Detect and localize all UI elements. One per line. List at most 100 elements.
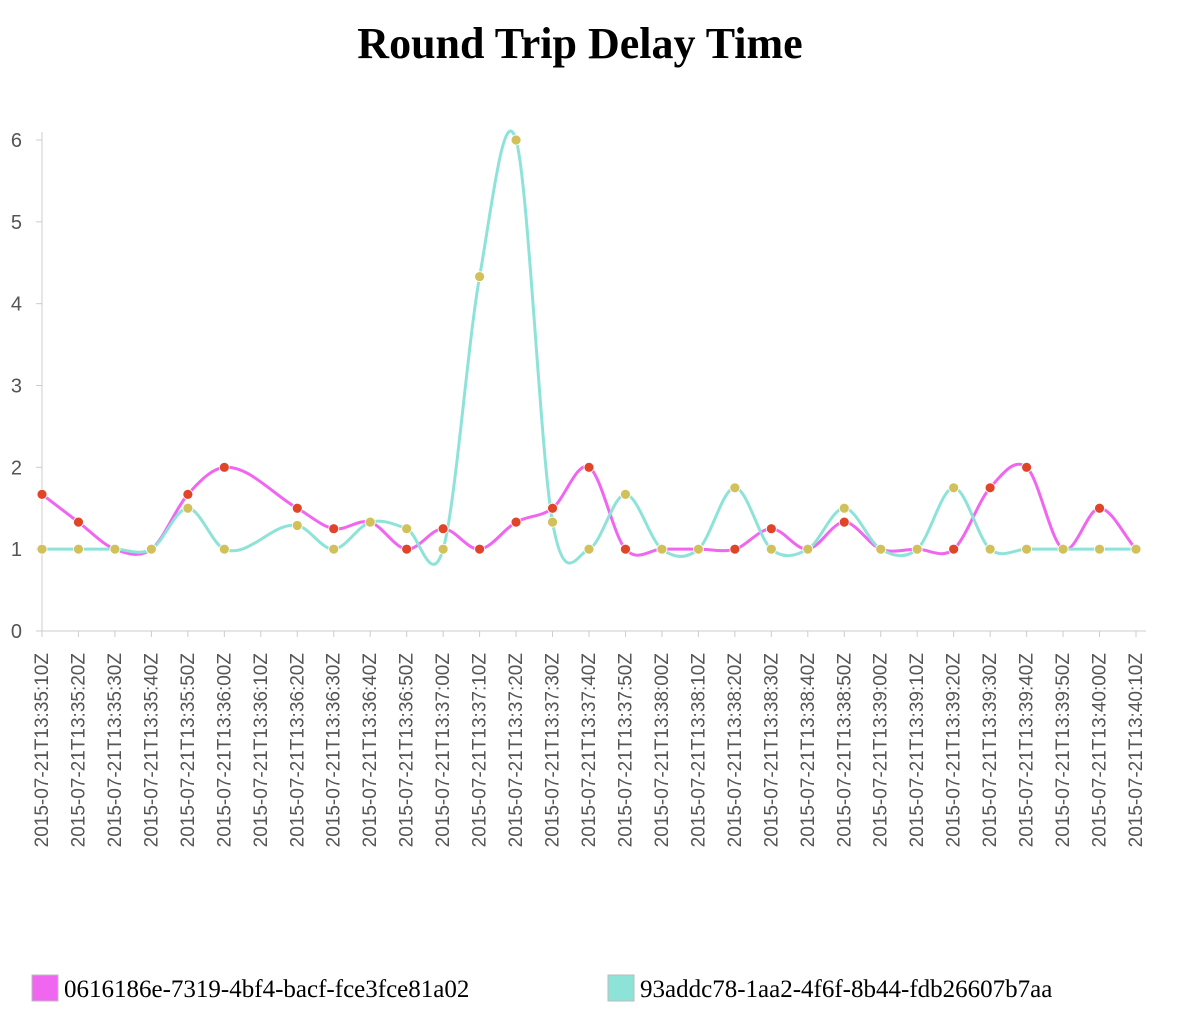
x-tick-label: 2015-07-21T13:37:20Z xyxy=(506,653,527,848)
data-point-series-2 xyxy=(1021,543,1032,555)
data-point-series-2 xyxy=(36,543,48,555)
data-point-series-1 xyxy=(437,523,449,535)
data-point-series-1 xyxy=(984,482,996,494)
legend-label-1: 0616186e-7319-4bf4-bacf-fce3fce81a02 xyxy=(64,976,469,1003)
y-tick-label: 0 xyxy=(11,621,22,643)
x-tick-label: 2015-07-21T13:36:40Z xyxy=(360,653,381,848)
x-tick-label: 2015-07-21T13:37:40Z xyxy=(579,653,600,848)
data-point-series-1 xyxy=(291,502,303,514)
data-point-series-2 xyxy=(1130,543,1142,555)
data-point-series-2 xyxy=(145,543,157,555)
data-point-series-2 xyxy=(1057,543,1069,555)
x-tick-label: 2015-07-21T13:38:20Z xyxy=(725,653,746,848)
data-point-series-2 xyxy=(401,523,413,535)
legend-label-2: 93addc78-1aa2-4f6f-8b44-fdb26607b7aa xyxy=(640,976,1052,1003)
y-tick-label: 5 xyxy=(11,212,22,234)
data-point-series-2 xyxy=(328,543,340,555)
x-tick-label: 2015-07-21T13:36:50Z xyxy=(397,653,418,848)
x-tick-label: 2015-07-21T13:38:10Z xyxy=(688,653,709,848)
x-tick-label: 2015-07-21T13:36:30Z xyxy=(324,653,345,848)
data-point-series-2 xyxy=(547,516,558,528)
data-point-series-1 xyxy=(328,523,340,535)
data-point-series-2 xyxy=(291,520,303,531)
data-point-series-1 xyxy=(729,543,741,555)
data-point-series-2 xyxy=(437,543,449,555)
data-point-series-2 xyxy=(838,502,850,514)
data-point-series-1 xyxy=(510,516,522,528)
chart-axes: 0 1 2 3 4 5 6 2015-07-21T13:35:10Z 2015-07-21T13… xyxy=(11,130,1147,847)
y-tick-label: 4 xyxy=(11,294,22,316)
data-point-series-2 xyxy=(474,271,486,283)
data-point-series-1 xyxy=(182,488,194,500)
data-point-series-1 xyxy=(765,523,777,535)
data-point-series-2 xyxy=(875,543,887,555)
data-point-series-2 xyxy=(911,543,923,555)
data-point-series-1 xyxy=(73,516,84,528)
x-tick-label: 2015-07-21T13:35:40Z xyxy=(141,653,162,848)
x-tick-label: 2015-07-21T13:40:10Z xyxy=(1126,653,1147,848)
data-point-series-1 xyxy=(1021,461,1032,473)
x-tick-label: 2015-07-21T13:40:00Z xyxy=(1090,653,1111,848)
x-tick-label: 2015-07-21T13:37:00Z xyxy=(433,653,454,848)
y-tick-label: 3 xyxy=(11,376,22,398)
data-point-series-1 xyxy=(401,543,413,555)
data-point-series-1 xyxy=(583,461,595,473)
series-lines xyxy=(41,129,1138,566)
data-point-series-2 xyxy=(364,516,376,528)
data-point-series-1 xyxy=(36,488,48,500)
data-point-series-2 xyxy=(510,134,522,146)
x-tick-label: 2015-07-21T13:36:20Z xyxy=(287,653,308,848)
data-point-series-1 xyxy=(838,516,850,528)
x-tick-label: 2015-07-21T13:38:30Z xyxy=(761,653,782,848)
x-tick-label: 2015-07-21T13:35:50Z xyxy=(178,653,199,848)
x-tick-label: 2015-07-21T13:36:10Z xyxy=(251,653,272,848)
x-tick-label: 2015-07-21T13:35:10Z xyxy=(32,653,53,848)
x-tick-label: 2015-07-21T13:39:10Z xyxy=(907,653,928,848)
data-point-series-1 xyxy=(218,461,230,473)
chart-legend: 0616186e-7319-4bf4-bacf-fce3fce81a02 93ad… xyxy=(31,974,1052,1003)
y-tick-label: 2 xyxy=(11,457,22,479)
data-point-series-1 xyxy=(547,502,558,514)
data-point-series-2 xyxy=(73,543,84,555)
data-point-series-1 xyxy=(1094,502,1105,514)
data-point-series-2 xyxy=(948,482,960,494)
series-line-1 xyxy=(41,462,1138,557)
series-line-2 xyxy=(42,129,1136,566)
data-point-series-2 xyxy=(802,543,814,555)
x-tick-label: 2015-07-21T13:37:30Z xyxy=(543,653,564,848)
data-point-series-2 xyxy=(583,543,595,555)
x-tick-label: 2015-07-21T13:39:30Z xyxy=(980,653,1001,848)
data-point-series-2 xyxy=(984,543,996,555)
x-tick-label: 2015-07-21T13:39:50Z xyxy=(1053,653,1074,848)
data-point-series-1 xyxy=(474,543,486,555)
x-tick-label: 2015-07-21T13:35:30Z xyxy=(105,653,126,848)
x-tick-label: 2015-07-21T13:36:00Z xyxy=(214,653,235,848)
data-point-series-2 xyxy=(1094,543,1105,555)
x-tick-label: 2015-07-21T13:39:40Z xyxy=(1017,653,1038,848)
data-point-series-2 xyxy=(109,543,121,555)
x-tick-label: 2015-07-21T13:38:50Z xyxy=(834,653,855,848)
data-point-series-2 xyxy=(656,543,668,555)
y-tick-label: 6 xyxy=(11,130,22,152)
y-tick-label: 1 xyxy=(11,539,22,561)
data-point-series-2 xyxy=(765,543,777,555)
data-point-series-2 xyxy=(693,543,704,555)
legend-swatch-1 xyxy=(31,974,59,1002)
x-tick-label: 2015-07-21T13:39:00Z xyxy=(871,653,892,848)
x-tick-label: 2015-07-21T13:39:20Z xyxy=(944,653,965,848)
x-tick-label: 2015-07-21T13:38:40Z xyxy=(798,653,819,848)
data-point-series-1 xyxy=(948,543,960,555)
series-points xyxy=(36,134,1142,555)
x-tick-label: 2015-07-21T13:35:20Z xyxy=(68,653,89,848)
data-point-series-1 xyxy=(620,543,631,555)
x-tick-label: 2015-07-21T13:37:50Z xyxy=(615,653,636,848)
data-point-series-2 xyxy=(218,543,230,555)
legend-swatch-2 xyxy=(607,974,635,1002)
x-tick-label: 2015-07-21T13:37:10Z xyxy=(470,653,491,848)
chart-title: Round Trip Delay Time xyxy=(357,19,803,68)
x-tick-label: 2015-07-21T13:38:00Z xyxy=(652,653,673,848)
data-point-series-2 xyxy=(729,482,741,494)
data-point-series-2 xyxy=(182,502,194,514)
data-point-series-2 xyxy=(620,488,631,500)
